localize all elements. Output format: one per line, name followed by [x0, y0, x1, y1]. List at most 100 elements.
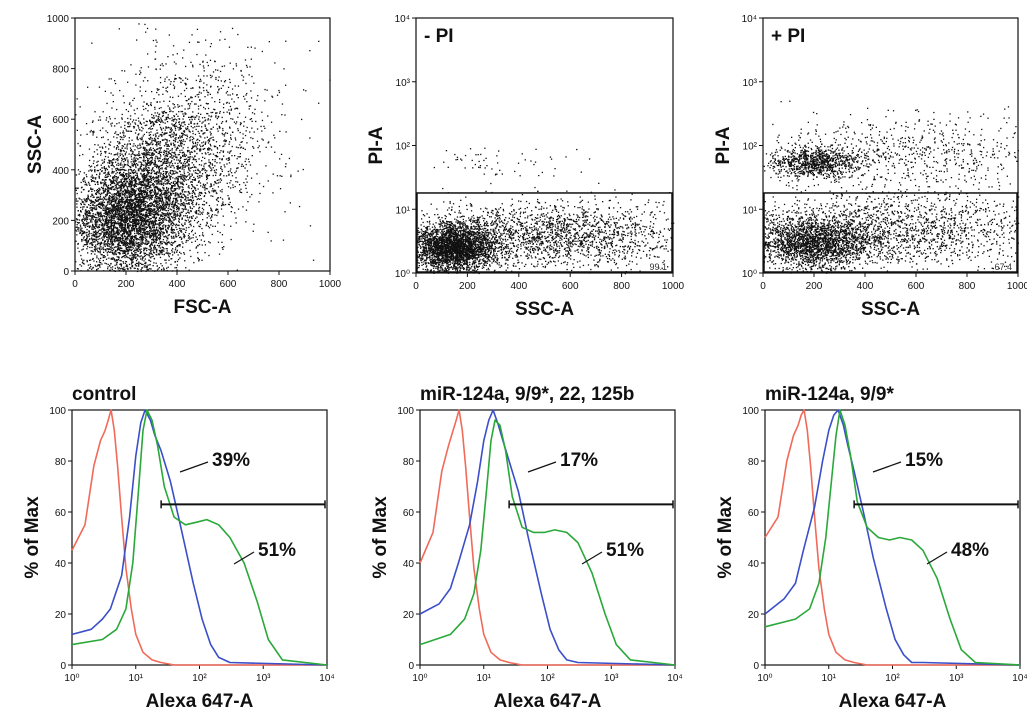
data-point: [176, 251, 178, 253]
data-point: [170, 187, 173, 189]
data-point: [173, 251, 176, 253]
data-point: [122, 149, 124, 152]
data-point: [124, 239, 126, 241]
data-point: [238, 184, 241, 186]
data-point: [120, 167, 122, 169]
data-point: [146, 103, 148, 105]
data-point: [181, 149, 183, 151]
data-point: [105, 222, 107, 224]
data-point: [166, 219, 168, 222]
data-point: [122, 243, 124, 246]
data-point: [147, 182, 150, 185]
data-point: [224, 203, 227, 206]
data-point: [141, 225, 144, 227]
data-point: [104, 243, 106, 246]
data-point: [129, 246, 132, 248]
data-point: [158, 183, 161, 185]
data-point: [167, 166, 169, 168]
data-point: [110, 187, 112, 189]
data-point: [126, 244, 129, 246]
data-point: [101, 228, 103, 230]
data-point: [118, 232, 120, 234]
data-point: [95, 239, 98, 241]
data-point: [102, 188, 105, 190]
data-point: [98, 261, 101, 263]
data-point: [120, 249, 122, 252]
data-point: [157, 229, 159, 231]
data-point: [133, 193, 136, 195]
data-point: [136, 262, 139, 265]
data-point: [163, 139, 165, 141]
data-point: [185, 227, 188, 229]
data-point: [168, 180, 170, 182]
data-point: [214, 182, 216, 184]
data-point: [98, 176, 100, 178]
data-point: [101, 242, 103, 244]
data-point: [197, 220, 200, 223]
data-point: [138, 170, 140, 172]
data-point: [145, 217, 147, 219]
data-point: [151, 189, 154, 191]
data-point: [142, 241, 144, 243]
data-point: [114, 205, 116, 208]
data-point: [110, 225, 112, 228]
data-point: [129, 235, 131, 237]
data-point: [217, 208, 219, 211]
data-point: [162, 159, 164, 161]
data-point: [175, 215, 177, 217]
data-point: [197, 173, 199, 175]
y-tick-label: 800: [52, 65, 69, 76]
data-point: [187, 235, 190, 237]
data-point: [153, 210, 155, 212]
data-point: [120, 238, 122, 240]
data-point: [92, 218, 94, 221]
data-point: [126, 211, 129, 213]
data-point: [147, 198, 149, 200]
data-point: [148, 194, 150, 196]
data-point: [98, 264, 100, 266]
data-point: [97, 164, 99, 166]
data-point: [141, 242, 143, 244]
data-point: [124, 225, 127, 227]
data-point: [146, 240, 149, 242]
data-point: [118, 217, 120, 220]
data-point: [121, 203, 123, 205]
data-point: [139, 181, 141, 183]
data-point: [149, 222, 151, 224]
data-point: [133, 186, 136, 188]
data-point: [140, 208, 142, 211]
data-point: [86, 217, 89, 219]
data-point: [225, 175, 228, 177]
data-point: [102, 231, 104, 233]
data-point: [174, 202, 176, 204]
data-point: [174, 267, 176, 269]
data-point: [150, 179, 153, 181]
data-point: [117, 162, 119, 164]
data-point: [199, 194, 201, 196]
data-point: [163, 232, 165, 234]
data-point: [178, 227, 181, 229]
data-point: [146, 188, 148, 190]
data-point: [158, 147, 160, 149]
data-point: [121, 219, 123, 221]
data-point: [151, 256, 153, 258]
data-point: [105, 243, 108, 245]
data-point: [104, 210, 106, 212]
data-point: [165, 243, 167, 245]
data-point: [217, 222, 219, 224]
data-point: [116, 240, 118, 242]
data-point: [110, 201, 112, 203]
data-point: [170, 216, 173, 218]
data-point: [110, 219, 112, 221]
data-point: [94, 168, 96, 171]
data-point: [175, 211, 177, 213]
data-point: [163, 153, 165, 156]
data-point: [142, 236, 144, 238]
data-point: [155, 206, 157, 208]
data-point: [97, 242, 99, 244]
data-point: [177, 210, 179, 213]
data-point: [92, 180, 94, 182]
data-point: [139, 245, 141, 247]
data-point: [140, 251, 142, 253]
